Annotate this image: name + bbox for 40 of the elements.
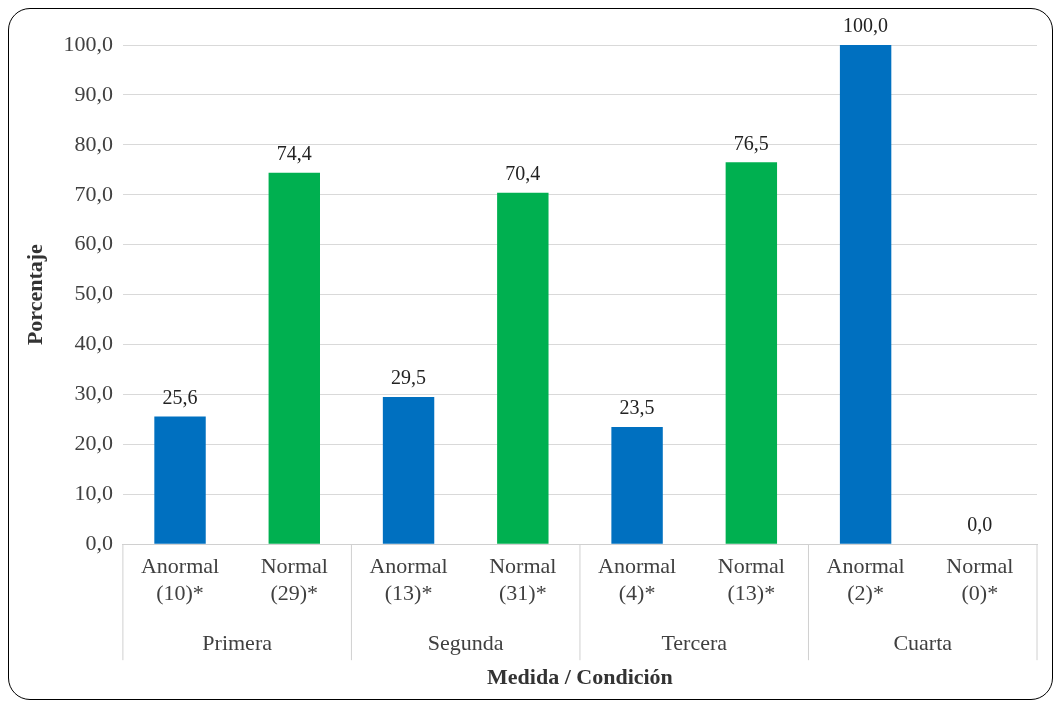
- data-label: 74,4: [276, 142, 312, 165]
- x-tick-label: Anormal (2)*: [826, 553, 905, 605]
- text: Cuarta: [893, 629, 953, 655]
- y-tick-label: 60,0: [74, 230, 113, 256]
- bar: [611, 426, 663, 544]
- bar: [497, 192, 549, 544]
- text: Tercera: [661, 629, 728, 655]
- bar: [268, 172, 320, 544]
- bar: [725, 162, 778, 544]
- x-tick-label: Anormal (10)*: [140, 553, 220, 605]
- y-tick-label: 30,0: [74, 380, 113, 406]
- y-tick-label: 20,0: [74, 430, 113, 456]
- text: Primera: [202, 629, 273, 655]
- x-tick-label: Anormal (13)*: [369, 553, 448, 605]
- y-tick-label: 100,0: [63, 30, 113, 56]
- x-tick-label: Normal (13)*: [717, 553, 785, 605]
- data-label: 70,4: [505, 162, 541, 185]
- y-tick-label: 50,0: [74, 280, 113, 306]
- data-label: 29,5: [391, 366, 427, 389]
- data-label: 76,5: [733, 131, 769, 154]
- data-label: 0,0: [967, 513, 993, 536]
- x-tick-label: Normal (29)*: [260, 553, 328, 605]
- x-tick-label: Normal (0)*: [946, 553, 1014, 605]
- bar: [382, 396, 435, 544]
- y-axis-title: Porcentaje: [21, 243, 47, 346]
- data-label: 23,5: [619, 396, 655, 419]
- x-tick-label: Normal (31)*: [489, 553, 557, 605]
- y-tick-label: 80,0: [74, 130, 113, 156]
- y-tick-label: 0,0: [85, 529, 113, 555]
- x-tick-label: Anormal (4)*: [597, 553, 677, 605]
- x-axis-title: Medida / Condición: [487, 663, 673, 689]
- bar: [154, 416, 206, 544]
- text: Segunda: [427, 629, 504, 655]
- y-tick-label: 10,0: [74, 480, 113, 506]
- y-tick-label: 90,0: [74, 80, 113, 106]
- y-tick-label: 40,0: [74, 330, 113, 356]
- data-label: 25,6: [162, 385, 198, 408]
- data-label: 100,0: [843, 14, 889, 37]
- y-tick-label: 70,0: [74, 180, 113, 206]
- bar: [839, 45, 892, 544]
